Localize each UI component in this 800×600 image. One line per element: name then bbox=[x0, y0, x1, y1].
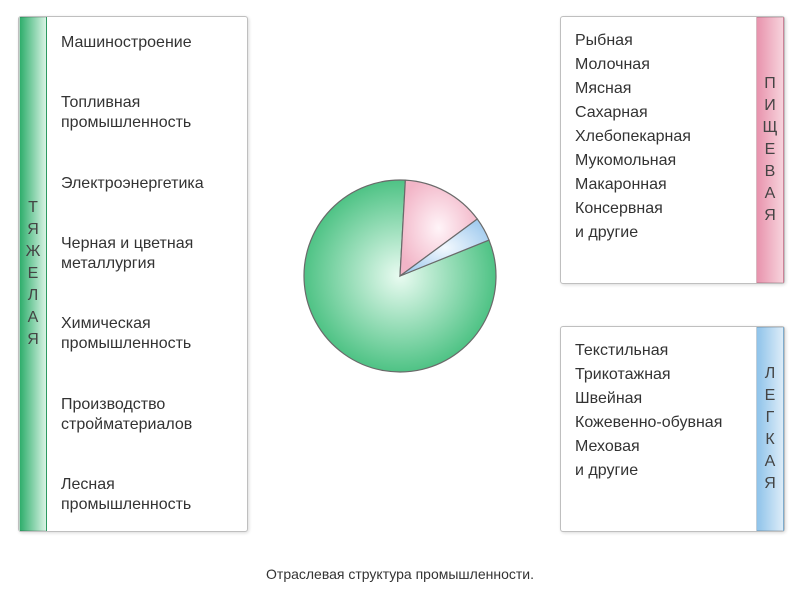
list-item: Трикотажная bbox=[575, 365, 742, 385]
list-item: Кожевенно-обувная bbox=[575, 413, 742, 433]
pie-chart bbox=[300, 176, 500, 376]
panel-food-list: Рыбная Молочная Мясная Сахарная Хлебопекарна… bbox=[561, 17, 756, 283]
list-item: Производство стройматериалов bbox=[61, 395, 233, 435]
panel-food: Рыбная Молочная Мясная Сахарная Хлебопекарна… bbox=[560, 16, 785, 284]
list-item: Макаронная bbox=[575, 175, 742, 195]
list-item: Сахарная bbox=[575, 103, 742, 123]
list-item: Электроэнергетика bbox=[61, 174, 233, 194]
main-area: ТЯЖЕЛАЯ Машиностроение Топливная промышле… bbox=[0, 0, 800, 560]
list-item: Химическая промышленность bbox=[61, 314, 233, 354]
list-item: Консервная bbox=[575, 199, 742, 219]
list-item: Швейная bbox=[575, 389, 742, 409]
list-item: Лесная промышленность bbox=[61, 475, 233, 515]
list-item: и другие bbox=[575, 461, 742, 481]
panel-light: Текстильная Трикотажная Швейная Кожевенно-о… bbox=[560, 326, 785, 532]
panel-heavy-label: ТЯЖЕЛАЯ bbox=[19, 17, 47, 531]
list-item: и другие bbox=[575, 223, 742, 243]
list-item: Машиностроение bbox=[61, 33, 233, 53]
panel-light-list: Текстильная Трикотажная Швейная Кожевенно-о… bbox=[561, 327, 756, 531]
panel-heavy-list: Машиностроение Топливная промышленность Эл… bbox=[47, 17, 247, 531]
caption: Отраслевая структура промышленности. bbox=[0, 560, 800, 582]
panel-food-label: ПИЩЕВАЯ bbox=[756, 17, 784, 283]
panel-light-label: ЛЕГКАЯ bbox=[756, 327, 784, 531]
list-item: Черная и цветная металлургия bbox=[61, 234, 233, 274]
list-item: Мясная bbox=[575, 79, 742, 99]
list-item: Меховая bbox=[575, 437, 742, 457]
panel-heavy: ТЯЖЕЛАЯ Машиностроение Топливная промышле… bbox=[18, 16, 248, 532]
list-item: Текстильная bbox=[575, 341, 742, 361]
list-item: Хлебопекарная bbox=[575, 127, 742, 147]
list-item: Рыбная bbox=[575, 31, 742, 51]
list-item: Молочная bbox=[575, 55, 742, 75]
list-item: Мукомольная bbox=[575, 151, 742, 171]
list-item: Топливная промышленность bbox=[61, 93, 233, 133]
